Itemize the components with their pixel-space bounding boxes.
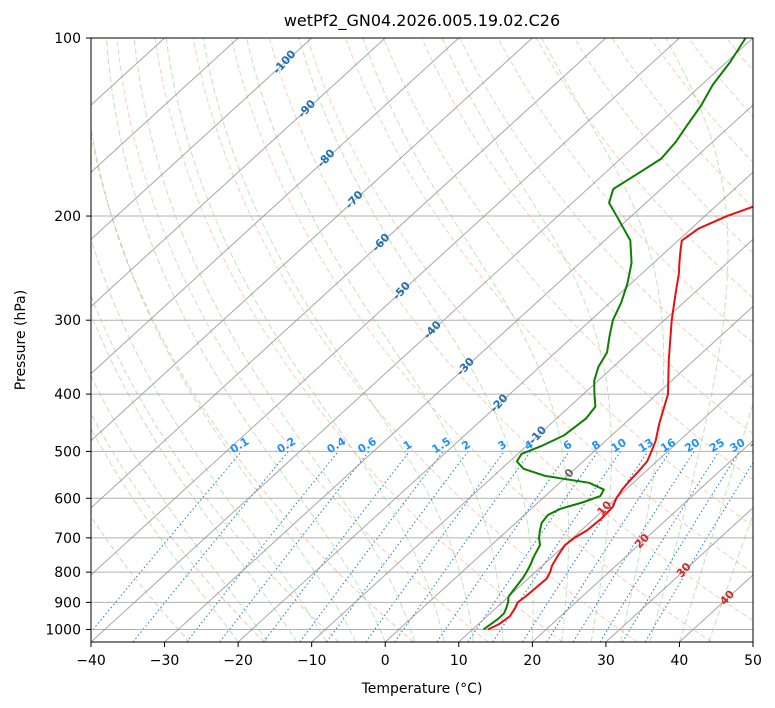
moist-adiabat	[362, 38, 570, 642]
dry-adiabat	[116, 38, 489, 642]
dewpoint-profile-line	[482, 38, 747, 631]
y-tick-label: 600	[54, 491, 81, 507]
dry-adiabat	[497, 38, 753, 344]
dry-adiabat	[306, 38, 753, 574]
isotherm-line	[237, 171, 753, 642]
y-axis: 1000 900 800 700 600 500 400 300 200 100	[45, 31, 91, 638]
mixing-ratio-line	[299, 451, 444, 642]
isotherm-line	[384, 305, 753, 642]
x-tick-label: 20	[523, 653, 541, 669]
mixing-ratio-line	[132, 451, 289, 642]
isotherm-line	[311, 238, 753, 642]
isotherm-line	[91, 38, 239, 173]
chart-title: wetPf2_GN04.2026.005.19.02.C26	[284, 11, 560, 31]
x-tick-label: 0	[381, 653, 390, 669]
moist-adiabat	[202, 38, 474, 642]
mixing-ratio-line	[365, 451, 505, 642]
moist-adiabat	[298, 38, 534, 642]
x-tick-label: 10	[450, 653, 468, 669]
y-tick-label: 900	[54, 595, 81, 611]
y-tick-label: 500	[54, 444, 81, 460]
mixing-ratio-line	[467, 451, 599, 642]
y-tick-label: 400	[54, 387, 81, 403]
moist-adiabat	[91, 124, 357, 642]
isotherm-line	[164, 104, 753, 642]
x-tick-label: 30	[597, 653, 615, 669]
y-tick-label: 100	[54, 31, 81, 47]
x-tick-label: −40	[76, 653, 106, 669]
mixing-ratio-line	[263, 451, 410, 642]
mixing-ratio-line	[91, 451, 242, 633]
moist-adiabat	[165, 38, 445, 642]
y-tick-label: 300	[54, 313, 81, 329]
x-tick-label: −10	[297, 653, 327, 669]
x-tick-label: 50	[744, 653, 762, 669]
moist-adiabat	[441, 38, 612, 642]
mixing-ratio-line	[599, 451, 720, 642]
temperature-profile-line	[487, 205, 753, 631]
isotherm-line	[91, 38, 313, 241]
y-tick-label: 700	[54, 531, 81, 547]
sounding-series	[482, 38, 753, 631]
y-tick-label: 1000	[45, 622, 81, 638]
dry-adiabat	[91, 412, 265, 642]
moist-adiabat	[91, 313, 298, 642]
y-axis-label: Pressure (hPa)	[13, 290, 29, 390]
x-tick-label: 40	[671, 653, 689, 669]
y-tick-label: 800	[54, 565, 81, 581]
isotherm-line	[91, 38, 386, 308]
dry-adiabat	[268, 38, 753, 622]
x-axis: −40 −30 −20 −10 0 10 20 30 40 50	[76, 642, 762, 669]
dry-adiabat	[421, 38, 753, 435]
isotherm-line	[91, 38, 680, 576]
moist-adiabat	[91, 374, 268, 642]
y-tick-label: 200	[54, 209, 81, 225]
dry-adiabat	[192, 38, 638, 642]
moist-adiabat	[678, 402, 753, 642]
isotherm-line	[91, 38, 607, 509]
isotherm-line	[605, 507, 753, 642]
mixing-ratio-line	[622, 451, 740, 642]
x-tick-label: −30	[150, 653, 180, 669]
isotherm-line	[531, 439, 753, 642]
isotherm-line	[91, 38, 460, 375]
mixing-ratio-line	[546, 451, 671, 642]
isobar-gridlines	[91, 38, 753, 630]
plot-frame	[90, 37, 754, 643]
plot-area: -100-90-80-70-60-50-40-30-20-10010203040…	[91, 38, 768, 642]
isotherm-gridlines	[91, 38, 753, 642]
moist-adiabat	[246, 38, 504, 642]
mixing-ratio-label: 36	[748, 436, 768, 455]
moist-adiabat	[105, 38, 386, 642]
mixing-ratio-line	[436, 451, 570, 642]
moist-adiabat	[541, 38, 665, 642]
mixing-ratio-line	[186, 451, 339, 642]
moist-adiabats	[91, 38, 753, 642]
x-tick-label: −20	[223, 653, 253, 669]
mixing-ratio-line	[326, 451, 469, 642]
x-axis-label: Temperature (°C)	[361, 681, 483, 697]
isotherm-line	[91, 38, 753, 642]
moist-adiabat	[91, 427, 239, 642]
moist-adiabat	[91, 237, 327, 642]
isotherm-line	[91, 38, 533, 442]
